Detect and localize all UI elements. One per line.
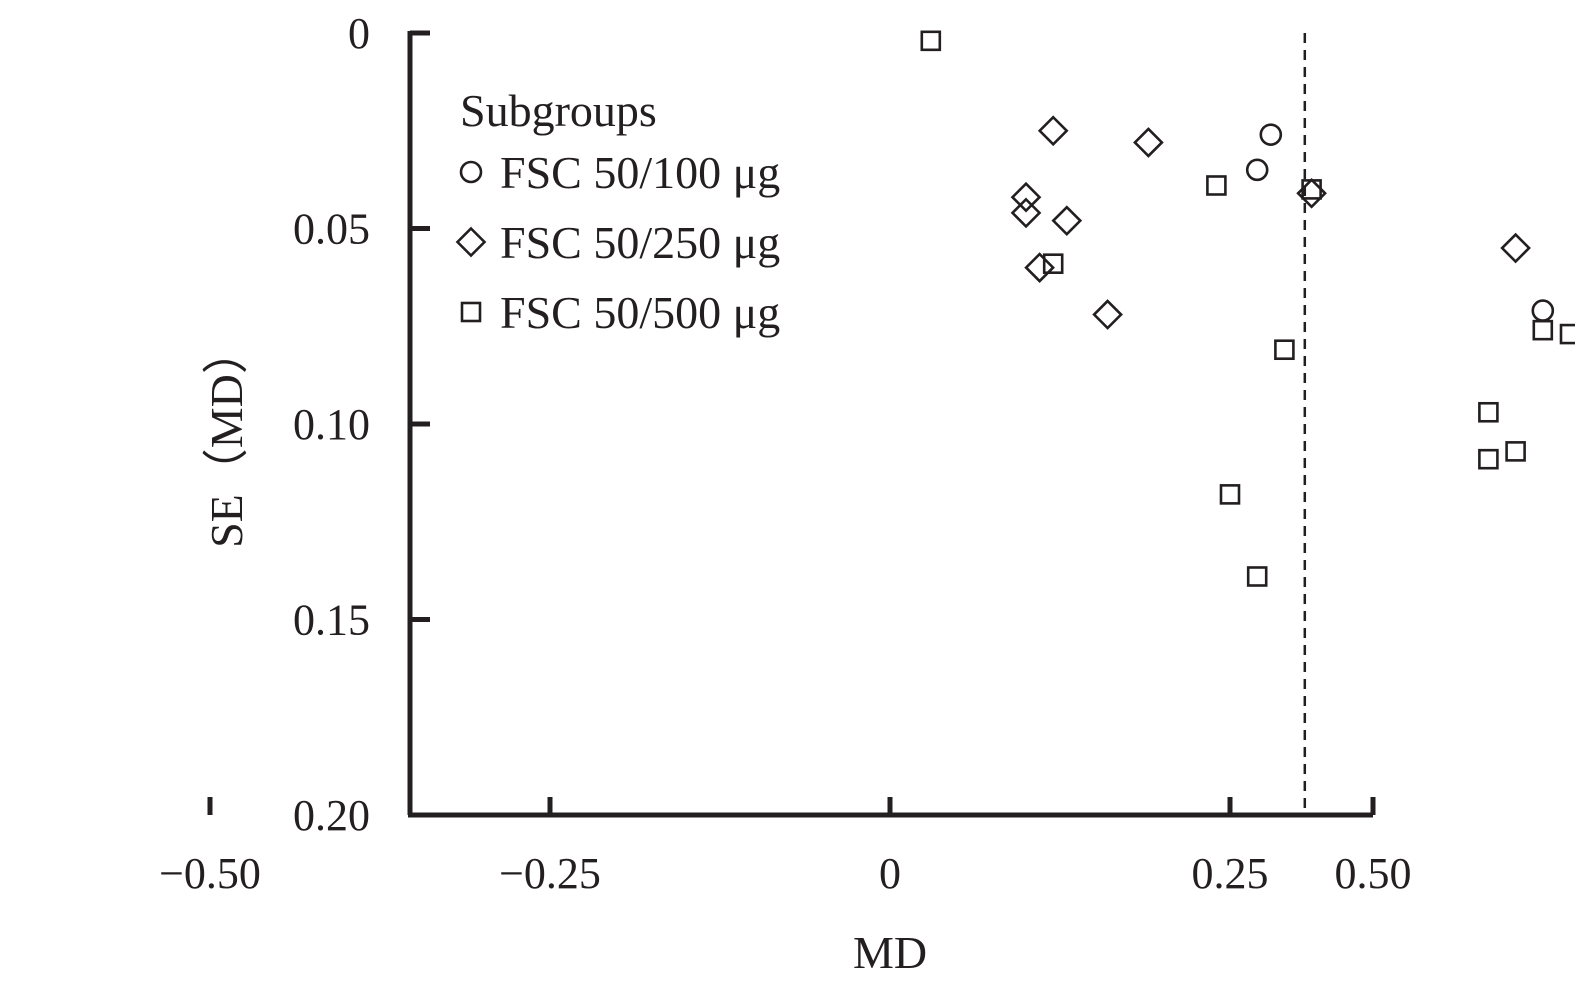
data-points (920, 30, 1575, 587)
legend-marker-square (460, 301, 482, 323)
legend-marker-diamond (455, 226, 487, 258)
data-point-square (1478, 401, 1499, 423)
series-diamond (1010, 115, 1531, 330)
data-point-diamond (1092, 299, 1123, 330)
x-tick-label: 0.50 (1335, 849, 1412, 898)
data-point-square (1246, 566, 1268, 587)
data-point-circle (1245, 158, 1269, 182)
data-point-diamond (1024, 252, 1055, 283)
y-axis-title: SE（MD） (201, 328, 252, 548)
series-circle (1245, 123, 1555, 322)
legend: Subgroups FSC 50/100 μg FSC 50/250 μg FSC … (455, 85, 780, 338)
data-point-diamond (1133, 127, 1164, 158)
legend-title: Subgroups (460, 85, 657, 136)
data-point-square (1505, 441, 1526, 462)
data-point-diamond (1037, 115, 1069, 147)
legend-marker-circle (459, 160, 483, 184)
data-point-square (1559, 323, 1575, 345)
series-square (920, 30, 1575, 587)
axes (207, 30, 1376, 818)
x-axis-title: MD (853, 927, 927, 978)
data-point-diamond (1500, 232, 1531, 264)
data-point-square (1478, 448, 1499, 470)
data-point-circle (1531, 299, 1555, 322)
x-tick-label: 0 (879, 849, 901, 898)
y-tick-label: 0 (348, 9, 370, 58)
data-point-square (1301, 179, 1322, 200)
data-point-square (1274, 339, 1295, 361)
y-tick-label: 0.15 (293, 596, 370, 645)
x-tick-label: −0.25 (499, 849, 601, 898)
y-tick-label: 0.20 (293, 791, 370, 840)
data-point-diamond (1010, 197, 1042, 229)
legend-label: FSC 50/500 μg (500, 287, 780, 338)
data-point-square (1042, 253, 1064, 274)
data-point-square (920, 30, 942, 52)
data-point-square (1219, 484, 1241, 505)
x-tick-label: −0.50 (159, 849, 261, 898)
y-tick-label: 0.10 (293, 400, 370, 449)
tick-labels: 0 0.05 0.10 0.15 0.20 −0.50 −0.25 0 0.25 0.50 (159, 9, 1411, 898)
data-point-square (1206, 175, 1227, 196)
x-tick-label: 0.25 (1192, 849, 1269, 898)
data-point-square (1532, 319, 1554, 341)
legend-label: FSC 50/250 μg (500, 217, 780, 268)
data-point-diamond (1010, 181, 1042, 213)
data-point-diamond (1051, 205, 1083, 237)
y-tick-label: 0.05 (293, 205, 370, 254)
legend-label: FSC 50/100 μg (500, 147, 780, 198)
data-point-circle (1259, 123, 1283, 146)
